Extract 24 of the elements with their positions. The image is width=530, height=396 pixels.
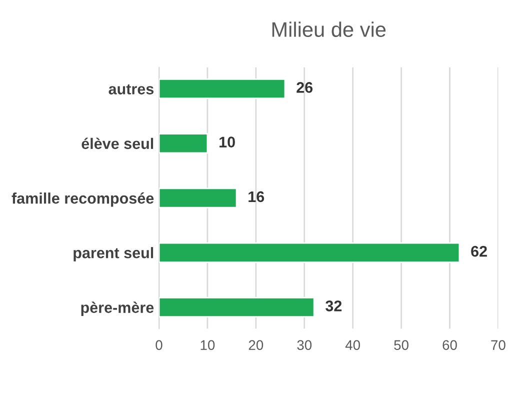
y-tick-label: parent seul <box>74 247 154 262</box>
bar <box>159 133 208 154</box>
x-tick-label: 70 <box>491 340 506 350</box>
x-tick-label: 10 <box>200 340 215 350</box>
x-tick-label: 20 <box>248 340 264 350</box>
chart-title: Milieu de vie <box>272 22 386 37</box>
x-tick-label: 60 <box>442 340 457 350</box>
y-tick-label: père-mère <box>81 302 154 316</box>
bar <box>159 78 286 100</box>
data-label: 16 <box>248 191 264 202</box>
bar <box>159 188 238 208</box>
y-tick-label: élève seul <box>82 138 154 150</box>
data-label: 32 <box>326 300 342 312</box>
x-tick-label: 0 <box>156 340 162 350</box>
y-tick-label: autres <box>108 84 154 94</box>
data-label: 62 <box>471 246 487 257</box>
y-tick-label: famille recomposée <box>12 192 154 207</box>
bar <box>159 296 315 318</box>
bar <box>159 242 460 263</box>
data-label: 26 <box>296 82 313 93</box>
x-tick-label: 30 <box>297 340 312 350</box>
x-tick-label: 40 <box>345 340 360 350</box>
x-tick-label: 50 <box>394 340 408 350</box>
data-label: 10 <box>220 136 235 148</box>
